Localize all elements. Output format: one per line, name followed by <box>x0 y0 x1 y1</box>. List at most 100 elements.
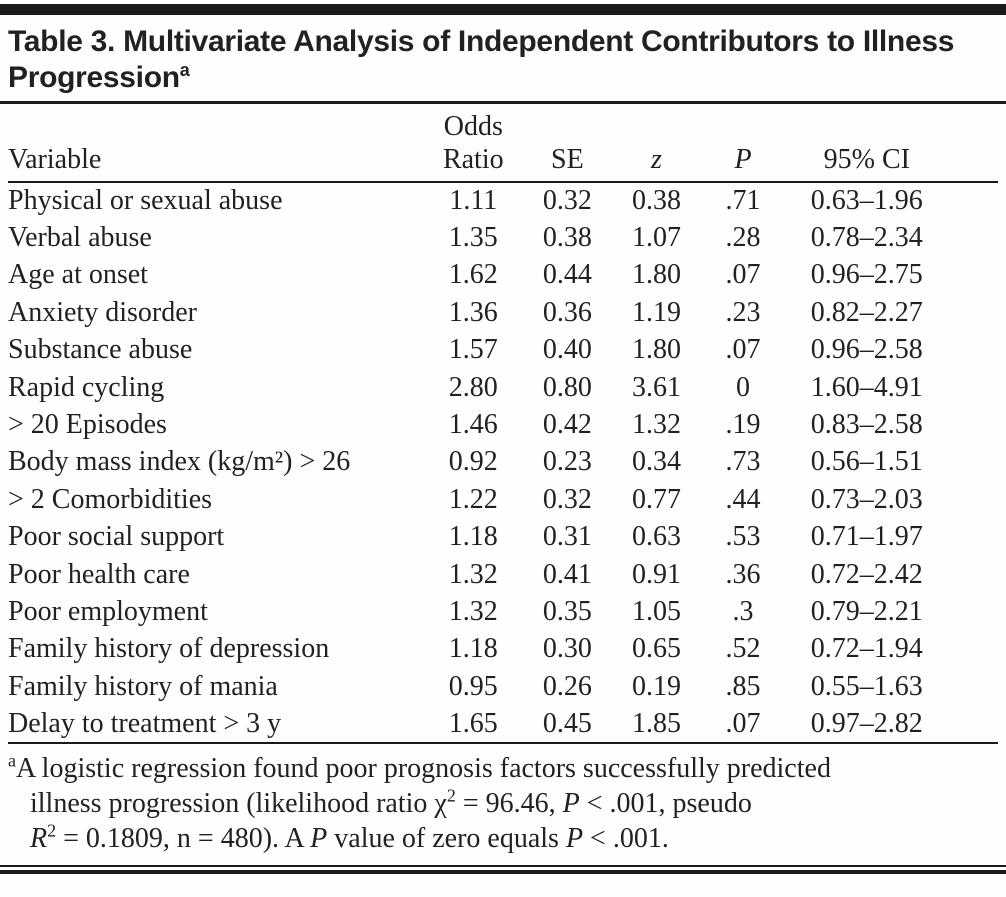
row-value-ci: 0.79–2.21 <box>810 595 923 627</box>
row-value-odds_ratio: 0.95 <box>448 670 498 702</box>
footnote-segment: < .001. <box>583 822 669 854</box>
row-value-odds_ratio: 1.22 <box>448 483 498 515</box>
row-value-ci: 0.78–2.34 <box>810 222 923 254</box>
row-value-z: 0.34 <box>631 446 681 478</box>
footnote-segment: P <box>562 787 580 819</box>
row-value-odds_ratio: 1.18 <box>448 633 498 665</box>
row-value-ci: 1.60–4.91 <box>810 371 923 403</box>
row-value-ci: 0.56–1.51 <box>810 446 923 478</box>
row-value-odds_ratio: 1.18 <box>448 521 498 553</box>
row-value-se: 0.26 <box>542 670 592 702</box>
row-value-z: 1.85 <box>611 705 701 744</box>
table-row: Delay to treatment > 3 y 1.65 0.45 1.85.07 0… <box>8 705 998 744</box>
row-value-se: 0.30 <box>542 633 592 665</box>
row-value-ci: 0.96–2.75 <box>810 259 923 291</box>
row-value-ci: 0.83–2.58 <box>810 409 923 441</box>
row-filler <box>948 705 998 744</box>
row-value-odds_ratio: 1.11 <box>449 185 498 217</box>
row-value-z: 0.38 <box>631 185 681 217</box>
column-header-label: SE <box>551 144 584 175</box>
row-variable: > 20 Episodes <box>8 409 167 441</box>
row-value-se: 0.41 <box>542 558 592 590</box>
row-value-se: 0.40 <box>542 334 592 366</box>
footnote-segment: = 96.46, <box>455 787 563 819</box>
row-value-z: 1.32 <box>631 409 681 441</box>
row-value-z: 1.05 <box>631 595 681 627</box>
row-variable: Delay to treatment > 3 y <box>8 705 424 744</box>
row-value-z: 3.61 <box>631 371 681 403</box>
column-header-topline: Odds <box>443 111 503 142</box>
row-value-p: .3 <box>732 595 754 627</box>
row-filler <box>948 519 998 556</box>
row-variable: Age at onset <box>8 259 148 291</box>
row-value-z: 1.80 <box>631 259 681 291</box>
results-table: Variable Odds Ratio SE z P 95% CI Physical or … <box>8 104 998 744</box>
row-value-se: 0.80 <box>542 371 592 403</box>
column-header-4: P <box>700 104 786 183</box>
row-value-z: 0.77 <box>631 483 681 515</box>
row-filler <box>948 369 998 406</box>
footnote-segment: 2 <box>47 820 57 841</box>
row-value-z: 0.65 <box>631 633 681 665</box>
row-filler <box>948 219 998 256</box>
row-filler <box>948 556 998 593</box>
row-value-ci: 0.71–1.97 <box>810 521 923 553</box>
table-row: Family history of mania 0.95 0.26 0.19 .85 0.… <box>8 668 998 705</box>
table-row: Poor health care 1.32 0.41 0.91 .36 0.72–2.42 <box>8 556 998 593</box>
bottom-double-rule <box>0 864 1006 874</box>
row-value-ci: 0.72–1.94 <box>810 633 923 665</box>
row-filler <box>948 444 998 481</box>
row-value-p: .85 <box>725 670 761 702</box>
row-filler <box>948 481 998 518</box>
row-value-p: .71 <box>725 185 761 217</box>
title-rule <box>0 101 1006 104</box>
column-header-label: Ratio <box>442 144 504 175</box>
footnote-segment: R <box>30 822 48 854</box>
table-header: Variable Odds Ratio SE z P 95% CI <box>8 104 998 183</box>
row-value-p: .73 <box>725 446 761 478</box>
row-value-odds_ratio: 1.32 <box>448 558 498 590</box>
row-filler <box>948 182 998 219</box>
footnote-segment: P <box>310 822 328 854</box>
footnote-segment: < .001, pseudo <box>579 787 752 819</box>
row-value-odds_ratio: 1.46 <box>448 409 498 441</box>
row-filler <box>948 631 998 668</box>
column-header-3: z <box>611 104 701 183</box>
row-value-p: .36 <box>725 558 761 590</box>
row-variable: Anxiety disorder <box>8 296 197 328</box>
table-row: Anxiety disorder 1.36 0.36 1.19 .23 0.82–2.27 <box>8 294 998 331</box>
row-value-se: 0.44 <box>542 259 592 291</box>
row-value-z: 1.07 <box>631 222 681 254</box>
footnote-segment: P <box>565 822 584 854</box>
footnote-segment: = 0.1809, n = 480). A <box>56 822 311 854</box>
row-value-p: .28 <box>725 222 761 254</box>
table-row: Substance abuse 1.57 0.40 1.80 .07 0.96–2.58 <box>8 332 998 369</box>
row-value-se: 0.31 <box>542 521 592 553</box>
row-value-ci: 0.72–2.42 <box>810 558 923 590</box>
row-variable: Poor health care <box>8 558 190 590</box>
footnote-segment: illness progression (likelihood ratio χ <box>30 787 447 819</box>
table-footnote: aA logistic regression found poor progno… <box>8 751 1000 856</box>
row-variable: Body mass index (kg/m²) > 26 <box>8 446 351 478</box>
footnote-line: R2 = 0.1809, n = 480). A P value of zero… <box>8 821 1000 856</box>
top-rule <box>0 4 1006 15</box>
row-value-z: 1.80 <box>631 334 681 366</box>
table-row: > 2 Comorbidities 1.22 0.32 0.77 .44 0.73–2.0… <box>8 481 998 518</box>
footnote-segment: a <box>8 750 16 771</box>
journal-table-figure: Table 3. Multivariate Analysis of Indepe… <box>0 4 1006 897</box>
footnote-line: illness progression (likelihood ratio χ2… <box>8 786 1000 821</box>
row-value-odds_ratio: 1.62 <box>448 259 498 291</box>
column-header-label: z <box>650 144 662 175</box>
row-value-p: .07 <box>725 259 761 291</box>
row-value-se: 0.45 <box>522 705 612 744</box>
row-value-odds_ratio: 0.92 <box>448 446 498 478</box>
row-variable: Poor employment <box>8 595 208 627</box>
row-value-p: .52 <box>725 633 761 665</box>
row-variable: Family history of mania <box>8 670 278 702</box>
table-row: Body mass index (kg/m²) > 26 0.92 0.23 0.34… <box>8 444 998 481</box>
table-row: Age at onset 1.62 0.44 1.80 .07 0.96–2.75 <box>8 257 998 294</box>
row-value-z: 1.19 <box>631 296 681 328</box>
row-value-odds_ratio: 2.80 <box>448 371 498 403</box>
row-value-se: 0.36 <box>542 296 592 328</box>
row-value-p: 0 <box>736 371 751 403</box>
